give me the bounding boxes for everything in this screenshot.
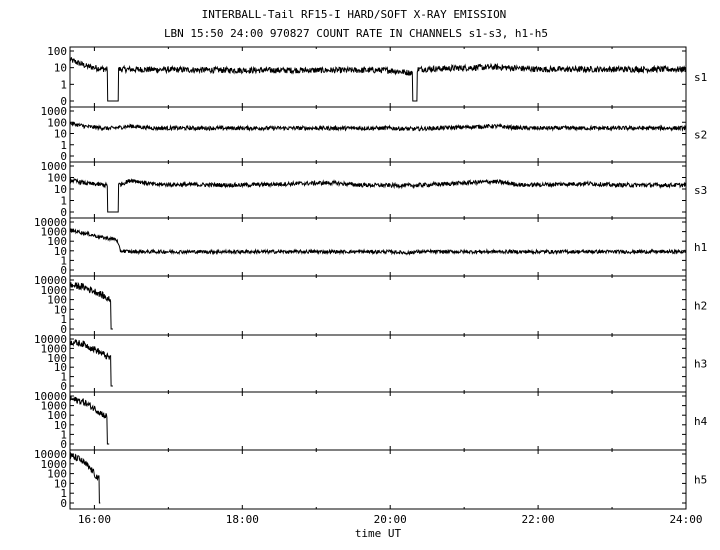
panel-frame-s2: [69, 106, 687, 163]
y-tick-label-h1: 100: [47, 235, 67, 248]
channel-label-h1: h1: [694, 241, 707, 254]
panel-frame-s1: [69, 46, 687, 108]
panel-frame-h4: [69, 391, 687, 451]
y-tick-label-h3: 10000: [34, 333, 67, 346]
y-tick-label-h1: 0: [60, 264, 67, 277]
series-line-h3: [69, 339, 113, 387]
channel-label-h4: h4: [694, 415, 708, 428]
panel-frame-h3: [69, 334, 687, 393]
series-line-s2: [69, 121, 687, 132]
panel-frame-h1: [69, 217, 687, 277]
channel-label-h5: h5: [694, 474, 707, 487]
channel-label-s2: s2: [694, 129, 707, 142]
y-tick-label-s1: 10: [54, 62, 67, 75]
chart-title: INTERBALL-Tail RF15-I HARD/SOFT X-RAY EM…: [201, 8, 507, 21]
y-tick-label-h2: 100: [47, 294, 67, 307]
y-tick-label-h3: 1000: [41, 342, 68, 355]
y-tick-label-h5: 0: [60, 497, 67, 510]
y-tick-label-s2: 10: [54, 128, 67, 141]
y-tick-label-h1: 10000: [34, 216, 67, 229]
series-line-s1: [69, 57, 687, 102]
y-tick-label-s1: 1: [60, 78, 67, 91]
series-line-h1: [69, 228, 687, 256]
y-tick-label-s2: 1000: [41, 105, 68, 118]
y-tick-label-s3: 10: [54, 183, 67, 196]
x-axis: 16:00 18:00 20:00 22:00 24:00: [78, 513, 703, 526]
y-tick-label-s1: 0: [60, 95, 67, 108]
y-tick-label-s3: 0: [60, 206, 67, 219]
y-tick-label-h5: 100: [47, 468, 67, 481]
y-tick-label-h3: 10: [54, 361, 67, 374]
x-axis-label: time UT: [355, 527, 402, 540]
chart-subtitle: LBN 15:50 24:00 970827 COUNT RATE IN CHA…: [163, 27, 549, 40]
y-tick-label-h4: 100: [47, 409, 67, 422]
y-tick-label-h2: 10: [54, 303, 67, 316]
y-tick-label-h2: 1: [60, 313, 67, 326]
y-tick-label-h5: 10000: [34, 448, 67, 461]
y-tick-label-h4: 10: [54, 419, 67, 432]
series-line-h5: [69, 451, 101, 504]
y-tick-label-s2: 0: [60, 150, 67, 163]
channel-label-h2: h2: [694, 300, 707, 313]
series-line-s3: [69, 177, 687, 213]
channel-label-s1: s1: [694, 71, 707, 84]
y-tick-label-s2: 100: [47, 116, 67, 129]
y-tick-label-h2: 1000: [41, 284, 68, 297]
y-tick-label-h5: 1000: [41, 458, 68, 471]
y-tick-label-h5: 1: [60, 487, 67, 500]
y-tick-label-h1: 10: [54, 245, 67, 258]
panel-frame-h5: [69, 449, 687, 510]
y-tick-label-h3: 1: [60, 371, 67, 384]
series-line-h2: [69, 281, 113, 330]
y-tick-label-s3: 100: [47, 172, 67, 185]
y-tick-label-h3: 0: [60, 380, 67, 393]
panel-frame-h2: [69, 275, 687, 336]
x-tick-label: 20:00: [374, 513, 407, 526]
y-tick-label-s2: 1: [60, 139, 67, 152]
channel-label-h3: h3: [694, 358, 707, 371]
y-tick-label-s3: 1000: [41, 160, 68, 173]
panels-group: 1001010s110001001010s210001001010s310000…: [34, 45, 708, 510]
x-tick-label: 16:00: [78, 513, 111, 526]
y-tick-label-h2: 0: [60, 323, 67, 336]
y-tick-label-s1: 100: [47, 45, 67, 58]
y-tick-label-h4: 0: [60, 438, 67, 451]
y-tick-label-h4: 10000: [34, 390, 67, 403]
series-line-h4: [69, 396, 110, 445]
x-tick-label: 24:00: [669, 513, 702, 526]
channel-label-s3: s3: [694, 184, 707, 197]
y-tick-label-h1: 1: [60, 254, 67, 267]
x-tick-label: 22:00: [522, 513, 555, 526]
y-tick-label-h4: 1: [60, 428, 67, 441]
y-tick-label-s3: 1: [60, 195, 67, 208]
y-tick-label-h3: 100: [47, 352, 67, 365]
y-tick-label-h4: 1000: [41, 400, 68, 413]
x-tick-label: 18:00: [226, 513, 259, 526]
panel-frame-s3: [69, 161, 687, 219]
y-tick-label-h5: 10: [54, 477, 67, 490]
y-tick-label-h2: 10000: [34, 274, 67, 287]
y-tick-label-h1: 1000: [41, 226, 68, 239]
